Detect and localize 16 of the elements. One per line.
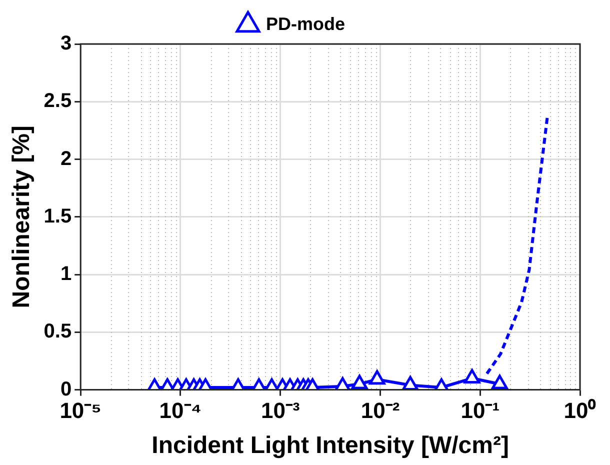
- y-axis-title: Nonlinearity [%]: [8, 126, 36, 308]
- x-tick-label: 10⁻¹: [460, 398, 500, 424]
- y-tick-label: 3: [60, 32, 72, 55]
- x-tick-label: 10⁻⁴: [159, 398, 202, 424]
- legend-label: PD-mode: [266, 14, 346, 34]
- x-tick-label: 10⁰: [564, 398, 596, 424]
- y-tick-label: 1.5: [44, 205, 72, 228]
- x-axis-title: Incident Light Intensity [W/cm²]: [152, 432, 509, 460]
- y-tick-label: 2: [60, 148, 72, 170]
- y-tick-label: 1: [60, 263, 72, 286]
- y-tick-label: 0.5: [44, 320, 72, 343]
- y-tick-label: 0: [60, 378, 72, 400]
- y-tick-label: 2.5: [44, 90, 72, 112]
- x-tick-label: 10⁻⁵: [60, 398, 102, 424]
- x-tick-label: 10⁻³: [260, 398, 300, 424]
- x-tick-label: 10⁻²: [360, 398, 400, 424]
